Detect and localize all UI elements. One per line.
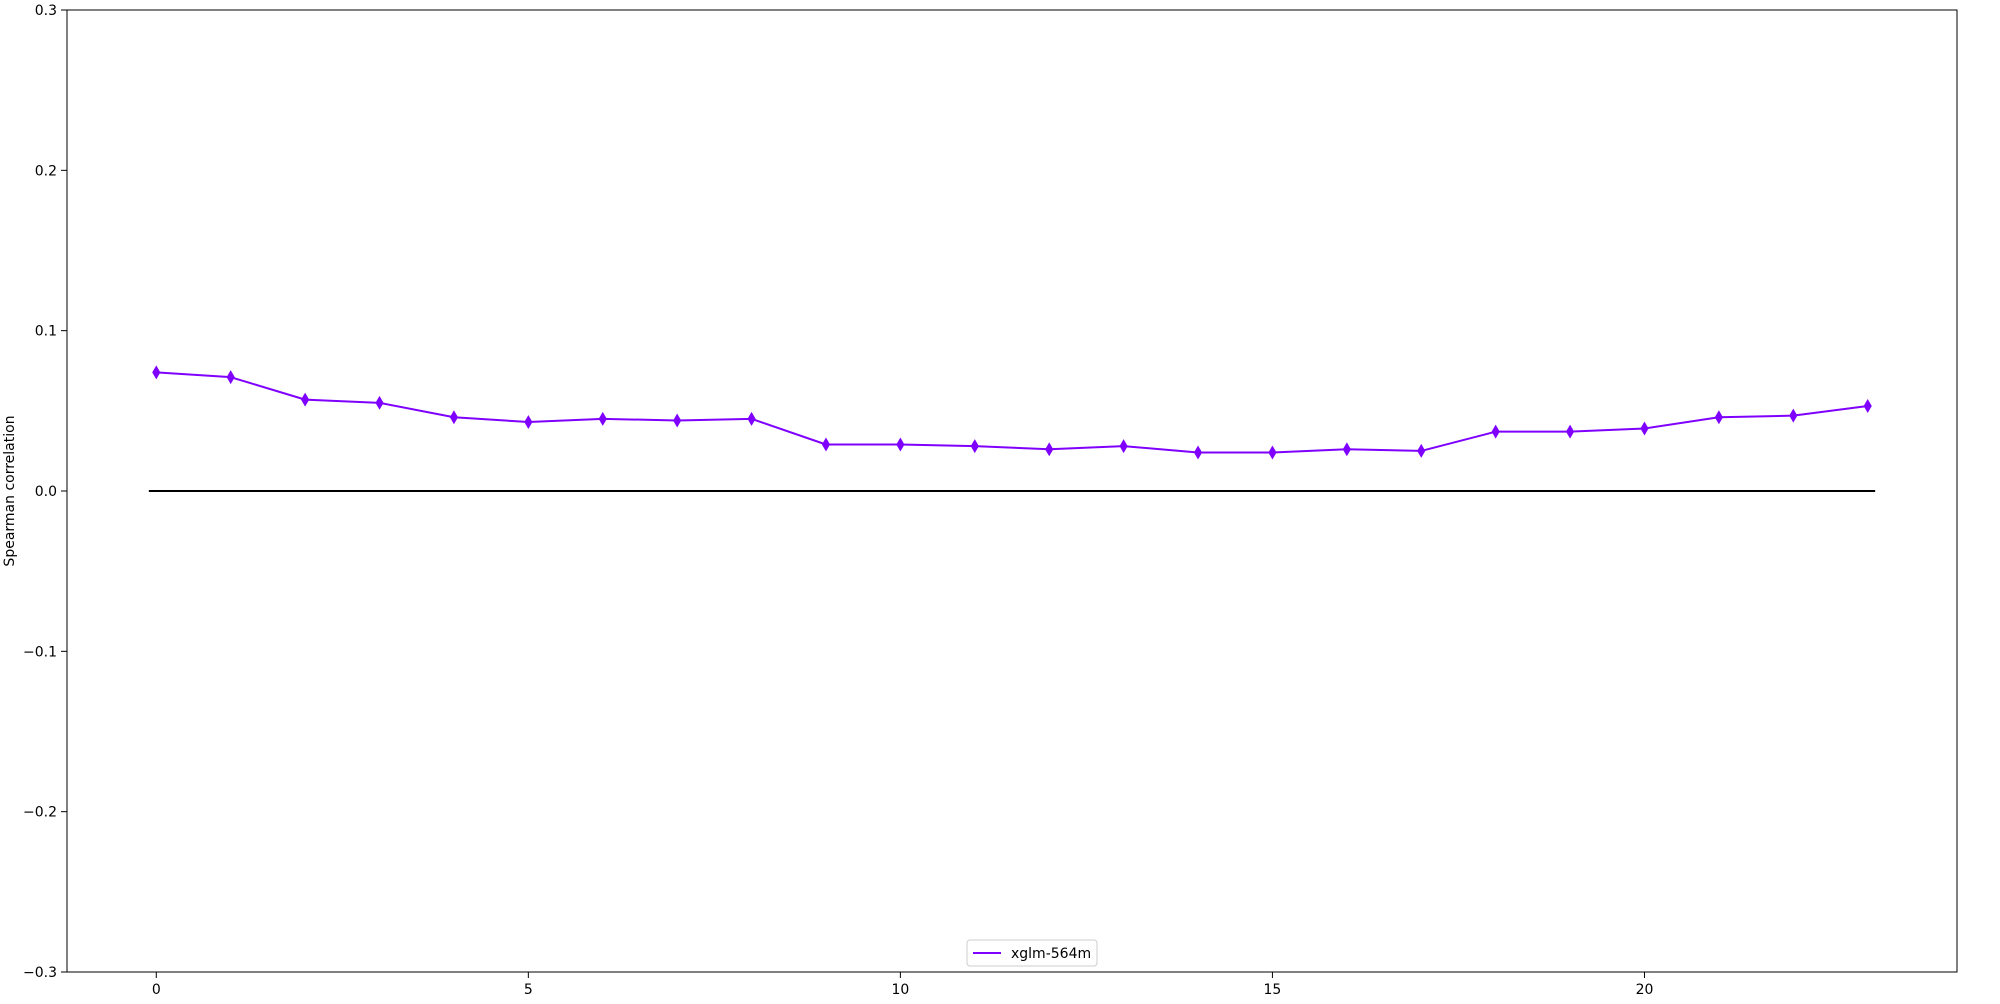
data-point-marker [1491,424,1500,439]
data-point-marker [1417,443,1426,458]
x-tick-label: 10 [891,982,909,998]
y-tick-label: 0.1 [35,324,57,340]
data-point-marker [226,370,235,385]
data-point-marker [598,411,607,426]
x-tick-label: 5 [524,982,533,998]
data-point-marker [1045,442,1054,457]
x-tick-label: 15 [1264,982,1282,998]
data-point-marker [1863,399,1872,414]
data-point-marker [1640,421,1649,436]
legend-label: xglm-564m [1011,946,1091,962]
data-point-marker [896,437,905,452]
y-tick-label: −0.3 [23,965,57,981]
data-point-marker [821,437,831,452]
y-tick-label: −0.1 [23,644,57,660]
data-point-marker [1565,424,1575,439]
y-axis: −0.3 −0.2 −0.1 0.0 0.1 0.2 0.3 [23,3,67,981]
series-layer [152,365,1872,460]
y-tick-label: 0.2 [35,163,57,179]
data-point-marker [970,439,979,454]
data-point-marker [449,410,459,425]
legend-box [966,939,1098,967]
y-axis-label: Spearman correlation [2,415,18,566]
series-line-0 [156,371,1868,454]
data-point-marker [673,413,682,428]
data-point-marker [1268,445,1277,460]
data-point-marker [524,415,533,430]
data-point-marker [1119,439,1128,454]
data-point-marker [301,392,310,407]
data-point-marker [747,411,756,426]
y-tick-label: 0.0 [35,484,57,500]
data-point-marker [152,365,161,380]
y-tick-label: −0.2 [23,805,57,821]
data-point-marker [1193,445,1203,460]
data-point-marker [1789,408,1798,423]
legend: xglm-564m [966,939,1098,967]
data-point-marker [1342,442,1351,457]
x-tick-label: 0 [152,982,161,998]
y-tick-label: 0.3 [35,3,57,19]
data-point-marker [375,395,384,410]
data-point-marker [1714,410,1723,425]
x-axis: 0 5 10 15 20 [152,972,1654,998]
x-tick-label: 20 [1636,982,1654,998]
